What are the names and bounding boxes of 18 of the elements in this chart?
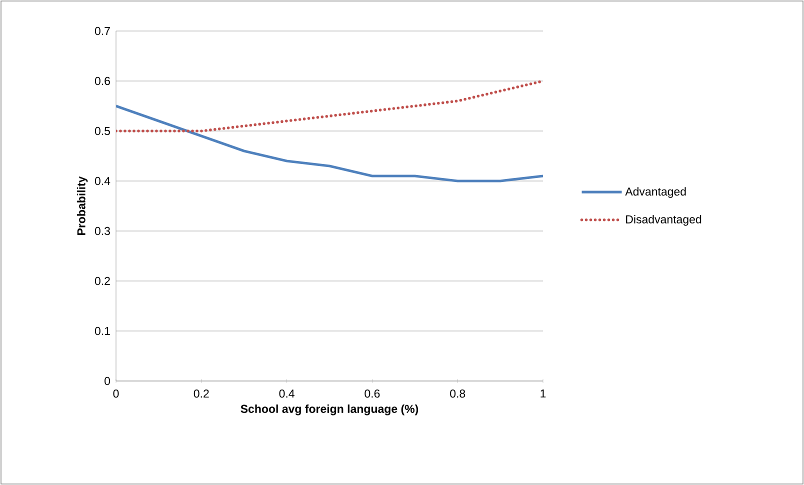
x-axis-title: School avg foreign language (%) (240, 404, 418, 416)
x-tick-label: 1 (540, 390, 546, 398)
y-tick-label: 0.5 (94, 126, 110, 136)
y-tick-label: 0 (104, 376, 110, 386)
y-tick-label: 0.7 (94, 26, 110, 36)
y-tick-label: 0.1 (94, 326, 110, 336)
y-tick-label: 0.6 (94, 76, 110, 86)
legend-label: Advantaged (625, 187, 686, 198)
x-tick-label: 0.4 (279, 390, 294, 398)
x-tick-label: 0.2 (194, 390, 209, 398)
y-tick-label: 0.2 (94, 276, 110, 286)
y-axis-title: Probability (76, 176, 88, 235)
x-tick-label: 0.6 (364, 390, 380, 398)
legend-label: Disadvantaged (626, 215, 702, 226)
x-tick-label: 0.8 (450, 390, 466, 398)
y-tick-label: 0.3 (94, 226, 110, 236)
x-tick-label: 0 (113, 390, 119, 398)
y-tick-label: 0.4 (94, 176, 110, 186)
